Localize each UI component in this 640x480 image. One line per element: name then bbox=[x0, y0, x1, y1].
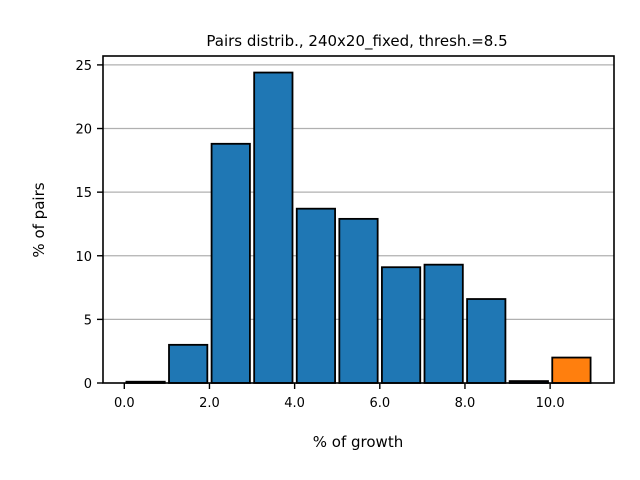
bar-6 bbox=[381, 266, 422, 384]
axes: 0.0 2.0 4.0 6.0 8.0 10.0 0 5 10 15 20 25 bbox=[75, 55, 615, 411]
bars bbox=[125, 71, 592, 384]
bar-4 bbox=[295, 207, 336, 384]
y-tick-label-2: 10 bbox=[75, 250, 92, 265]
y-tick-label-1: 5 bbox=[84, 313, 92, 328]
y-tick-label-5: 25 bbox=[75, 59, 92, 74]
x-tick-label-3: 6.0 bbox=[369, 396, 390, 411]
bar-8 bbox=[466, 298, 507, 384]
bar-1 bbox=[168, 343, 209, 384]
y-tick-label-4: 20 bbox=[75, 123, 92, 138]
y-axis-label: % of pairs bbox=[30, 182, 48, 257]
bar-2 bbox=[210, 142, 251, 384]
chart-title: Pairs distrib., 240x20_fixed, thresh.=8.… bbox=[206, 32, 507, 51]
grid bbox=[103, 64, 614, 320]
bar-10 bbox=[551, 356, 592, 384]
y-tick-label-0: 0 bbox=[84, 377, 92, 392]
x-tick-label-1: 2.0 bbox=[199, 396, 220, 411]
x-tick-label-0: 0.0 bbox=[114, 396, 135, 411]
x-tick-label-4: 8.0 bbox=[455, 396, 476, 411]
bar-3 bbox=[253, 71, 294, 384]
bar-5 bbox=[338, 217, 379, 384]
x-tick-label-2: 4.0 bbox=[284, 396, 305, 411]
x-axis-label: % of growth bbox=[313, 433, 403, 451]
plot-frame bbox=[102, 55, 615, 384]
bar-7 bbox=[423, 263, 464, 384]
x-tick-label-5: 10.0 bbox=[536, 396, 565, 411]
y-tick-label-3: 15 bbox=[75, 186, 92, 201]
